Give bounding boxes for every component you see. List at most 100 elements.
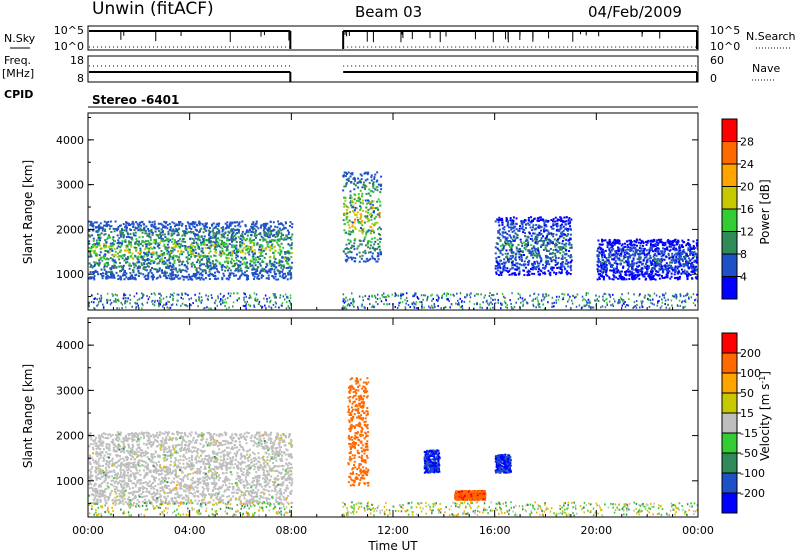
- power-echo-cell: [195, 267, 198, 270]
- power-echo-cell: [289, 221, 292, 224]
- power-echo-cell: [251, 272, 254, 275]
- power-echo-cell: [674, 247, 677, 250]
- power-echo-cell: [652, 274, 655, 277]
- power-echo-cell: [351, 201, 354, 204]
- power-echo-cell: [275, 278, 278, 281]
- power-echo-cell: [277, 223, 280, 226]
- power-echo-cell: [273, 270, 276, 273]
- power-echo-cell: [105, 270, 108, 273]
- power-echo-cell: [291, 261, 294, 264]
- power-echo-cell: [347, 256, 350, 259]
- power-echo-cell: [289, 277, 292, 280]
- power-clutter-cell: [473, 303, 476, 306]
- power-echo-cell: [344, 247, 347, 250]
- power-echo-cell: [615, 251, 618, 254]
- power-clutter-cell: [158, 303, 160, 306]
- power-echo-cell: [351, 173, 354, 176]
- power-echo-cell: [648, 250, 651, 253]
- power-echo-cell: [347, 180, 350, 183]
- power-echo-cell: [182, 230, 185, 233]
- power-echo-cell: [554, 242, 557, 245]
- power-echo-cell: [226, 224, 229, 227]
- power-echo-cell: [555, 256, 558, 259]
- power-clutter-cell: [221, 299, 224, 302]
- power-echo-cell: [246, 266, 249, 269]
- power-clutter-cell: [602, 298, 604, 301]
- power-echo-cell: [142, 267, 145, 270]
- power-echo-cell: [683, 269, 686, 272]
- power-echo-cell: [135, 238, 138, 241]
- power-echo-cell: [249, 264, 252, 267]
- power-clutter-cell: [417, 297, 420, 300]
- power-clutter-cell: [285, 307, 288, 310]
- power-clutter-cell: [469, 300, 471, 303]
- power-clutter-cell: [180, 296, 183, 299]
- power-clutter-cell: [481, 306, 483, 309]
- power-echo-cell: [528, 223, 531, 226]
- nsky-frame: [87, 25, 699, 51]
- power-echo-cell: [110, 270, 113, 273]
- power-echo-cell: [690, 248, 693, 251]
- power-echo-cell: [545, 225, 548, 228]
- power-echo-cell: [112, 227, 115, 230]
- power-echo-cell: [227, 256, 230, 259]
- power-echo-cell: [643, 275, 646, 278]
- power-echo-cell: [241, 263, 244, 266]
- power-echo-cell: [284, 256, 287, 259]
- power-echo-cell: [569, 256, 572, 259]
- power-echo-cell: [253, 234, 256, 237]
- power-clutter-cell: [673, 295, 675, 298]
- power-echo-cell: [138, 236, 141, 239]
- power-echo-cell: [510, 242, 513, 245]
- power-echo-cell: [216, 232, 219, 235]
- power-echo-cell: [632, 265, 635, 268]
- power-echo-cell: [253, 248, 256, 251]
- power-echo-cell: [215, 248, 218, 251]
- power-echo-cell: [600, 250, 603, 253]
- power-echo-cell: [242, 237, 245, 240]
- power-echo-cell: [372, 246, 375, 249]
- power-echo-cell: [504, 262, 507, 265]
- power-echo-cell: [691, 267, 694, 270]
- power-echo-cell: [692, 245, 695, 248]
- power-clutter-cell: [227, 292, 230, 295]
- power-echo-cell: [137, 229, 140, 232]
- power-echo-cell: [563, 247, 566, 250]
- power-echo-cell: [624, 255, 627, 258]
- power-echo-cell: [546, 229, 549, 232]
- power-clutter-cell: [258, 300, 261, 303]
- power-echo-cell: [357, 193, 360, 196]
- power-clutter-cell: [210, 307, 212, 310]
- power-echo-cell: [161, 257, 164, 260]
- power-clutter-cell: [116, 299, 119, 302]
- power-echo-cell: [114, 220, 117, 223]
- power-clutter-cell: [486, 299, 488, 302]
- power-echo-cell: [141, 220, 144, 223]
- power-echo-cell: [208, 239, 211, 242]
- power-echo-cell: [675, 243, 678, 246]
- power-echo-cell: [208, 237, 211, 240]
- power-echo-cell: [495, 271, 498, 274]
- power-echo-cell: [506, 223, 509, 226]
- power-echo-cell: [371, 228, 374, 231]
- power-echo-cell: [187, 258, 190, 261]
- power-echo-cell: [501, 271, 504, 274]
- power-echo-cell: [653, 258, 656, 261]
- power-echo-cell: [127, 224, 130, 227]
- power-echo-cell: [560, 217, 563, 220]
- power-echo-cell: [656, 258, 659, 261]
- power-echo-cell: [510, 240, 513, 243]
- power-clutter-cell: [100, 298, 103, 301]
- power-echo-cell: [107, 234, 110, 237]
- power-clutter-cell: [415, 293, 417, 296]
- power-clutter-cell: [606, 297, 608, 300]
- power-echo-cell: [90, 222, 93, 225]
- power-echo-cell: [629, 273, 632, 276]
- power-echo-cell: [97, 273, 100, 276]
- power-echo-cell: [182, 238, 185, 241]
- power-clutter-cell: [679, 304, 682, 307]
- power-clutter-cell: [585, 300, 588, 303]
- power-echo-cell: [623, 276, 626, 279]
- power-echo-cell: [632, 278, 635, 281]
- power-echo-cell: [526, 270, 529, 273]
